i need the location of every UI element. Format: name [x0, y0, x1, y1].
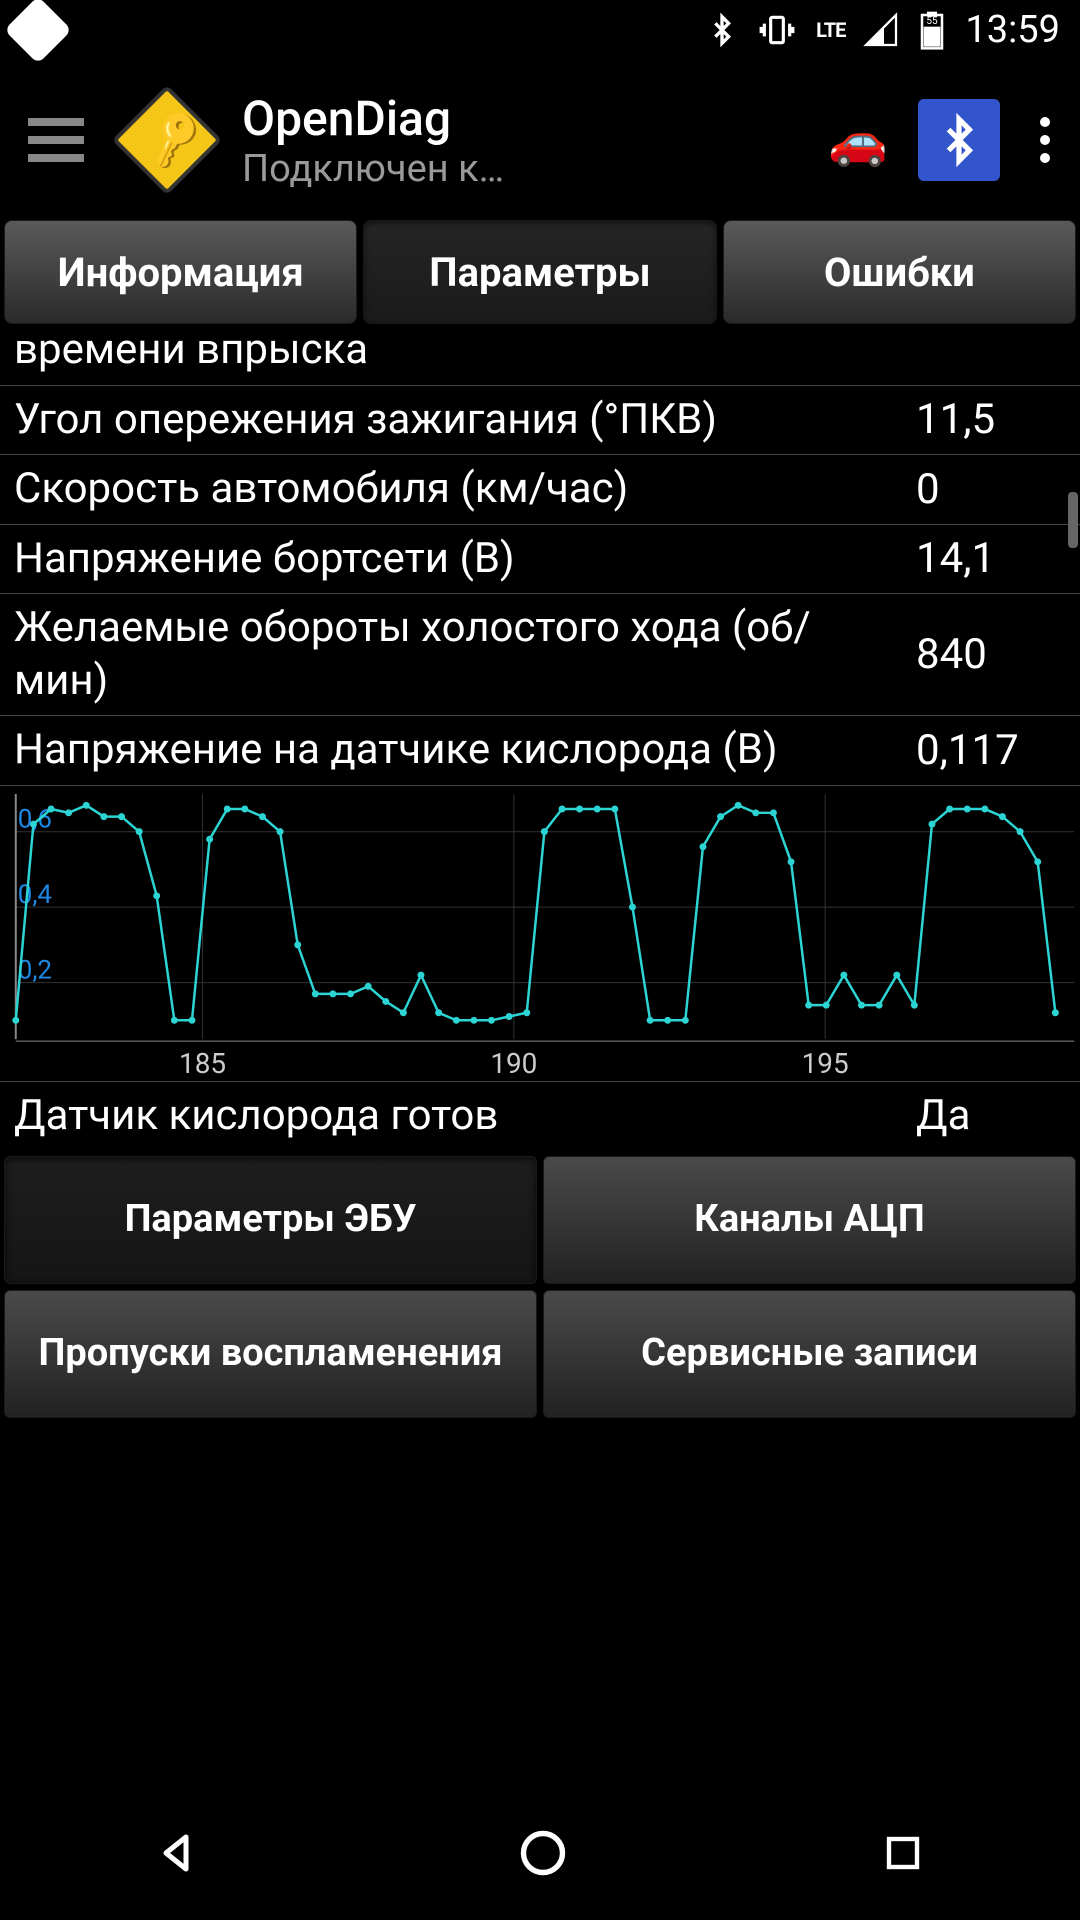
bluetooth-icon: [706, 11, 738, 49]
tabs: Информация Параметры Ошибки: [0, 220, 1080, 324]
nav-back-button[interactable]: [156, 1829, 204, 1881]
ecu-params-button[interactable]: Параметры ЭБУ: [4, 1156, 537, 1284]
battery-icon: 55: [917, 10, 947, 50]
adc-channels-button[interactable]: Каналы АЦП: [543, 1156, 1076, 1284]
param-row[interactable]: Желаемые обороты холостого хода (об/мин)…: [0, 594, 1080, 716]
app-logo: 🔑: [112, 85, 222, 195]
svg-text:0,2: 0,2: [18, 955, 52, 985]
overflow-menu-button[interactable]: [1030, 107, 1060, 173]
param-label: Напряжение на датчике кислорода (В): [14, 724, 896, 777]
app-title-block: OpenDiag Подключен к…: [242, 90, 808, 191]
nav-bar: [0, 1790, 1080, 1920]
oxygen-sensor-chart[interactable]: 0,2 0,4 0,6 185 190 195: [0, 786, 1080, 1082]
param-label: Желаемые обороты холостого хода (об/мин): [14, 602, 896, 707]
params-list: времени впрыска Угол опережения зажигани…: [0, 324, 1080, 786]
param-value: 14,1: [896, 534, 1066, 583]
svg-text:190: 190: [490, 1047, 537, 1080]
param-value: 0: [896, 465, 1066, 514]
svg-text:0,4: 0,4: [18, 880, 52, 910]
svg-text:55: 55: [927, 16, 939, 27]
param-label: Угол опережения зажигания (°ПКВ): [14, 394, 896, 447]
notification-icon: [4, 0, 72, 64]
status-bar: LTE 55 13:59: [0, 0, 1080, 60]
tab-info[interactable]: Информация: [4, 220, 357, 324]
param-value: 11,5: [896, 395, 1066, 444]
param-label: времени впрыска: [14, 324, 896, 377]
param-row[interactable]: Датчик кислорода готов Да: [0, 1082, 1080, 1151]
param-row[interactable]: Напряжение на датчике кислорода (В) 0,11…: [0, 716, 1080, 786]
param-row[interactable]: Скорость автомобиля (км/час) 0: [0, 455, 1080, 525]
menu-button[interactable]: [20, 108, 92, 172]
car-icon[interactable]: 🚗: [828, 112, 888, 169]
service-records-button[interactable]: Сервисные записи: [543, 1290, 1076, 1418]
param-label: Датчик кислорода готов: [14, 1090, 896, 1143]
misfire-button[interactable]: Пропуски воспламенения: [4, 1290, 537, 1418]
clock: 13:59: [965, 8, 1060, 52]
nav-recent-button[interactable]: [882, 1832, 924, 1878]
svg-text:185: 185: [179, 1047, 226, 1080]
param-row[interactable]: Угол опережения зажигания (°ПКВ) 11,5: [0, 386, 1080, 456]
param-row[interactable]: Напряжение бортсети (В) 14,1: [0, 525, 1080, 595]
scroll-indicator: [1068, 492, 1078, 548]
tab-params[interactable]: Параметры: [363, 220, 716, 324]
param-row[interactable]: времени впрыска: [0, 324, 1080, 386]
bottom-buttons: Параметры ЭБУ Каналы АЦП Пропуски воспла…: [0, 1152, 1080, 1422]
nav-home-button[interactable]: [517, 1827, 569, 1883]
app-title: OpenDiag: [242, 90, 808, 147]
svg-text:195: 195: [802, 1047, 849, 1080]
bluetooth-device-button[interactable]: [918, 99, 1000, 181]
param-value: 840: [896, 630, 1066, 679]
param-label: Скорость автомобиля (км/час): [14, 463, 896, 516]
param-value: Да: [896, 1091, 1066, 1140]
tab-errors[interactable]: Ошибки: [723, 220, 1076, 324]
param-label: Напряжение бортсети (В): [14, 533, 896, 586]
vibrate-icon: [756, 11, 798, 49]
signal-icon: [863, 12, 899, 48]
param-value: 0,117: [896, 726, 1066, 775]
lte-label: LTE: [816, 18, 845, 42]
svg-text:0,6: 0,6: [18, 804, 52, 834]
app-header: 🔑 OpenDiag Подключен к… 🚗: [0, 60, 1080, 220]
app-subtitle: Подключен к…: [242, 147, 808, 191]
